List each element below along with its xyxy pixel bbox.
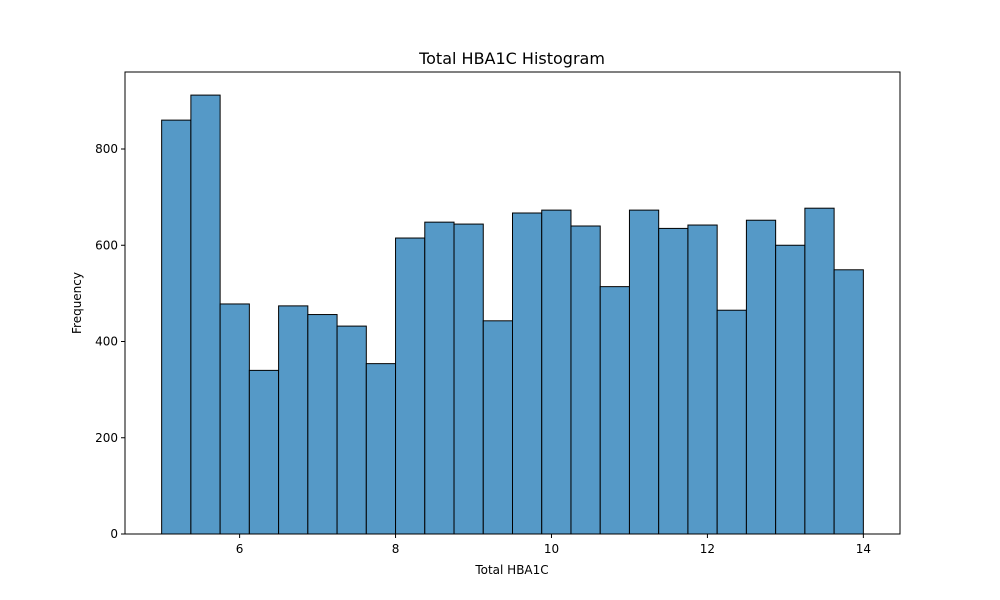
histogram-bar-4 [278,305,309,535]
histogram-bar-3 [248,369,280,535]
histogram-bar-16 [628,209,660,535]
histogram-bar-20 [745,219,777,535]
x-tick-label: 14 [856,542,871,556]
histogram-bar-21 [775,244,806,535]
histogram-bar-7 [365,363,397,535]
y-tick-label: 200 [95,431,118,445]
histogram-bar-10 [453,223,484,535]
plot-frame [124,71,901,535]
x-tick-label: 8 [392,542,400,556]
x-tick-label: 10 [544,542,559,556]
histogram-bar-9 [424,221,455,535]
histogram-bar-0 [161,119,192,535]
histogram-bar-15 [599,286,630,535]
x-tick-label: 12 [700,542,715,556]
y-tick-label: 0 [110,527,118,541]
histogram-bar-11 [482,320,514,535]
histogram-bar-5 [307,314,338,535]
y-tick-label: 400 [95,335,118,349]
y-tick-label: 600 [95,238,118,252]
histogram-bar-14 [570,225,601,535]
histogram-bar-13 [541,209,572,535]
histogram-bar-22 [804,207,835,535]
histogram-bar-1 [190,94,221,535]
histogram-bar-6 [336,325,367,535]
histogram-bar-23 [833,269,864,535]
bars-group [161,94,864,535]
y-tick-label: 800 [95,142,118,156]
histogram-bar-17 [658,227,689,535]
y-axis-ticks: 0 200 400 600 800 [95,142,125,541]
histogram-bar-12 [512,212,543,535]
x-tick-label: 6 [236,542,244,556]
histogram-bar-8 [395,237,426,535]
x-axis-label: Total HBA1C [474,563,548,577]
histogram-bar-19 [716,309,747,535]
y-axis-label: Frequency [70,272,84,334]
histogram-bar-2 [219,303,250,535]
chart-title: Total HBA1C Histogram [418,49,605,68]
histogram-bar-18 [687,224,718,535]
x-axis-ticks: 6 8 10 12 14 [236,534,871,556]
